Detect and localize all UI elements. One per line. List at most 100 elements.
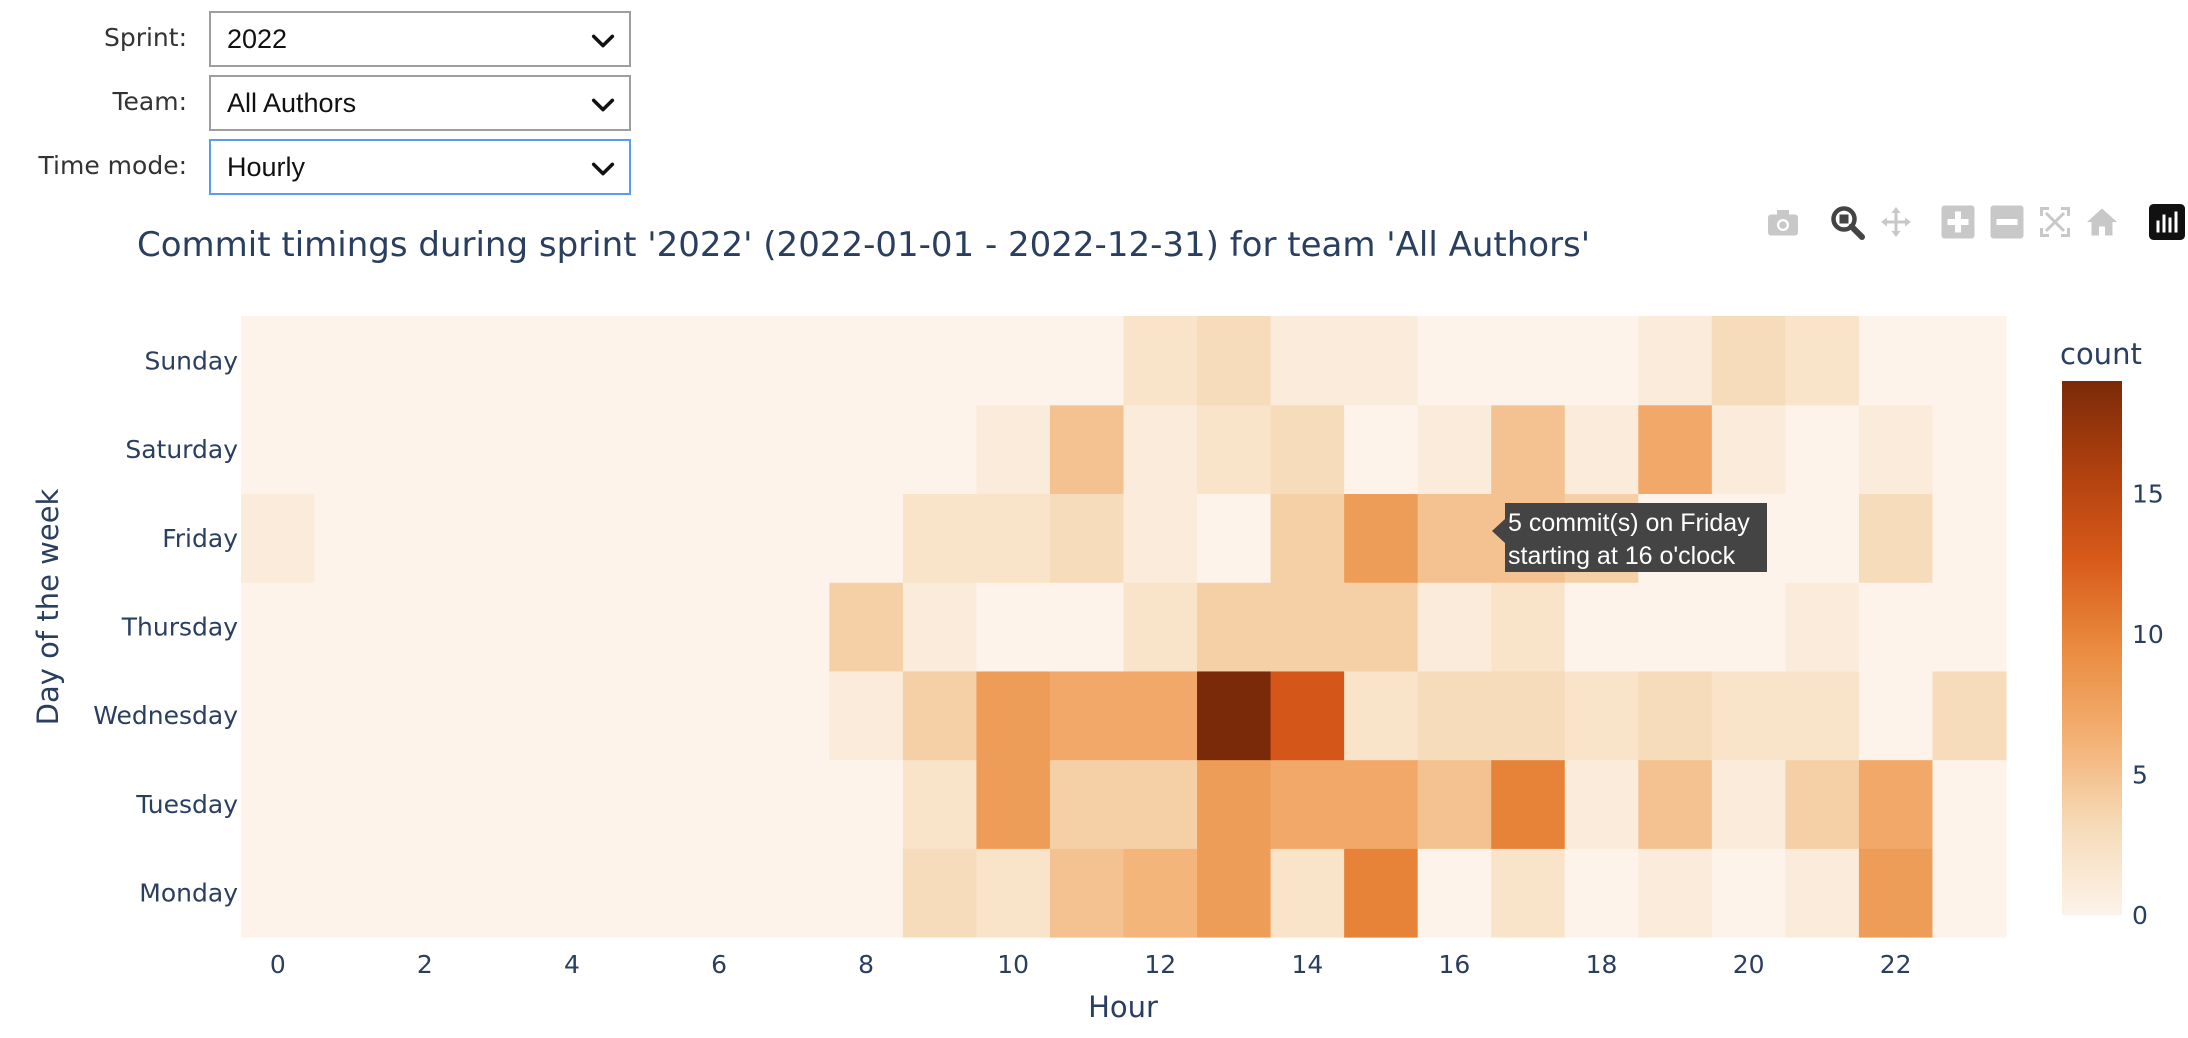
heatmap-cell[interactable] <box>682 493 757 583</box>
heatmap-cell[interactable] <box>829 316 904 406</box>
heatmap-cell[interactable] <box>1049 404 1125 495</box>
heatmap-cell[interactable] <box>902 848 978 938</box>
heatmap-cell[interactable] <box>1049 493 1125 583</box>
heatmap-cell[interactable] <box>682 404 757 495</box>
heatmap-cell[interactable] <box>1564 759 1639 849</box>
heatmap-cell[interactable] <box>1197 316 1272 406</box>
heatmap-cell[interactable] <box>535 582 610 672</box>
heatmap-cell[interactable] <box>1858 404 1934 495</box>
team-select[interactable]: All Authors <box>209 75 631 131</box>
heatmap-cell[interactable] <box>388 759 463 849</box>
heatmap-cell[interactable] <box>241 404 316 495</box>
heatmap-cell[interactable] <box>1932 316 2007 406</box>
heatmap-cell[interactable] <box>755 848 830 938</box>
heatmap-cell[interactable] <box>1785 493 1860 583</box>
heatmap-cell[interactable] <box>461 493 536 583</box>
heatmap-cell[interactable] <box>976 759 1051 849</box>
heatmap-cell[interactable] <box>1049 848 1125 938</box>
heatmap-cell[interactable] <box>1344 582 1419 672</box>
heatmap-cell[interactable] <box>1638 848 1713 938</box>
heatmap-cell[interactable] <box>1858 670 1934 761</box>
heatmap-cell[interactable] <box>1785 848 1860 938</box>
heatmap-cell[interactable] <box>755 759 830 849</box>
heatmap-cell[interactable] <box>1417 582 1492 672</box>
heatmap-cell[interactable] <box>241 582 316 672</box>
heatmap-cell[interactable] <box>755 493 830 583</box>
heatmap-cell[interactable] <box>1417 670 1492 761</box>
heatmap-cell[interactable] <box>1491 316 1566 406</box>
heatmap-cell[interactable] <box>1123 670 1198 761</box>
heatmap-cell[interactable] <box>1638 759 1713 849</box>
heatmap-cell[interactable] <box>1785 404 1860 495</box>
heatmap-cell[interactable] <box>755 582 830 672</box>
heatmap-cell[interactable] <box>1638 582 1713 672</box>
heatmap-cell[interactable] <box>976 670 1051 761</box>
heatmap-cell[interactable] <box>1049 316 1125 406</box>
zoom-in-icon[interactable] <box>1940 204 1976 240</box>
heatmap-cell[interactable] <box>241 759 316 849</box>
heatmap-cell[interactable] <box>682 316 757 406</box>
heatmap-cell[interactable] <box>1344 316 1419 406</box>
heatmap-cell[interactable] <box>1785 759 1860 849</box>
heatmap-cell[interactable] <box>1197 848 1272 938</box>
heatmap-cell[interactable] <box>1711 316 1786 406</box>
heatmap-cell[interactable] <box>535 759 610 849</box>
heatmap-cell[interactable] <box>1197 759 1272 849</box>
heatmap-cell[interactable] <box>1932 759 2007 849</box>
heatmap-cell[interactable] <box>902 493 978 583</box>
heatmap-cell[interactable] <box>461 848 536 938</box>
heatmap-cell[interactable] <box>1123 582 1198 672</box>
heatmap-cell[interactable] <box>1858 493 1934 583</box>
heatmap-cell[interactable] <box>314 404 389 495</box>
heatmap-cell[interactable] <box>1270 493 1345 583</box>
heatmap-cell[interactable] <box>1417 404 1492 495</box>
heatmap-cell[interactable] <box>829 404 904 495</box>
heatmap-cell[interactable] <box>1417 848 1492 938</box>
heatmap-cell[interactable] <box>1123 848 1198 938</box>
heatmap-cell[interactable] <box>682 848 757 938</box>
heatmap-cell[interactable] <box>1711 670 1786 761</box>
heatmap-cell[interactable] <box>976 582 1051 672</box>
heatmap-cell[interactable] <box>902 670 978 761</box>
heatmap-cell[interactable] <box>1564 848 1639 938</box>
heatmap-cell[interactable] <box>1197 670 1272 761</box>
heatmap-cell[interactable] <box>1123 759 1198 849</box>
heatmap-cell[interactable] <box>314 316 389 406</box>
heatmap-cell[interactable] <box>1270 848 1345 938</box>
heatmap-cell[interactable] <box>608 848 683 938</box>
autoscale-icon[interactable] <box>2037 204 2073 240</box>
heatmap-cell[interactable] <box>1711 404 1786 495</box>
heatmap-cell[interactable] <box>608 759 683 849</box>
heatmap-cell[interactable] <box>241 670 316 761</box>
heatmap-cell[interactable] <box>976 316 1051 406</box>
heatmap-cell[interactable] <box>902 316 978 406</box>
heatmap-cell[interactable] <box>535 848 610 938</box>
heatmap-cell[interactable] <box>1858 759 1934 849</box>
heatmap-cell[interactable] <box>388 493 463 583</box>
heatmap-cell[interactable] <box>461 316 536 406</box>
heatmap-cell[interactable] <box>1344 404 1419 495</box>
heatmap-cell[interactable] <box>1858 848 1934 938</box>
heatmap-cell[interactable] <box>461 759 536 849</box>
heatmap-cell[interactable] <box>608 493 683 583</box>
heatmap-cell[interactable] <box>1785 582 1860 672</box>
heatmap-cell[interactable] <box>608 404 683 495</box>
heatmap-cell[interactable] <box>755 404 830 495</box>
heatmap-cell[interactable] <box>241 848 316 938</box>
heatmap-cell[interactable] <box>1638 404 1713 495</box>
heatmap-cell[interactable] <box>1491 404 1566 495</box>
reset-axes-icon[interactable] <box>2084 204 2120 240</box>
plotly-logo-icon[interactable] <box>2149 204 2185 240</box>
heatmap-cell[interactable] <box>976 493 1051 583</box>
heatmap-cell[interactable] <box>1197 493 1272 583</box>
heatmap-cell[interactable] <box>1270 316 1345 406</box>
heatmap-cell[interactable] <box>755 670 830 761</box>
heatmap-cell[interactable] <box>682 759 757 849</box>
heatmap-cell[interactable] <box>755 316 830 406</box>
heatmap-cell[interactable] <box>314 493 389 583</box>
heatmap-cell[interactable] <box>1123 316 1198 406</box>
heatmap-cell[interactable] <box>241 493 316 583</box>
heatmap-cell[interactable] <box>1785 316 1860 406</box>
heatmap-cell[interactable] <box>535 493 610 583</box>
heatmap-cell[interactable] <box>1785 670 1860 761</box>
